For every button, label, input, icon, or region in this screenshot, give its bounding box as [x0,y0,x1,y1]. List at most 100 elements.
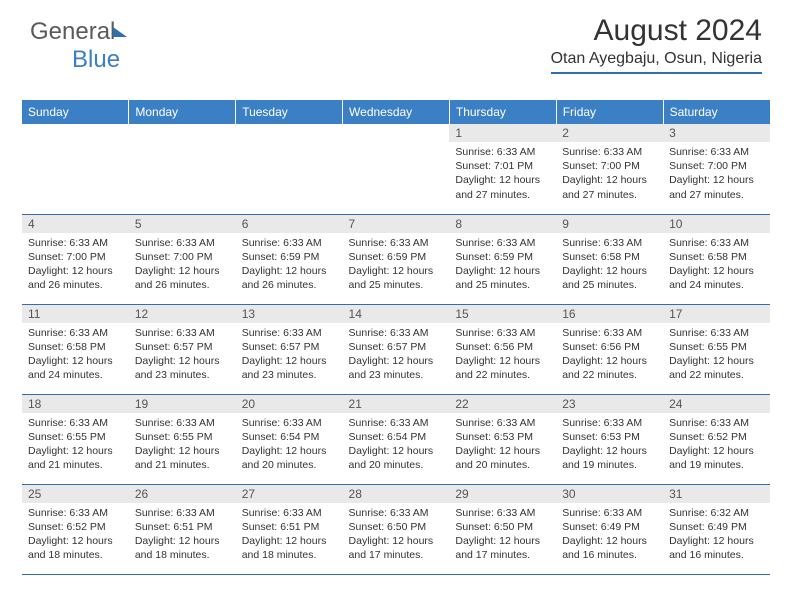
day-number: 10 [663,215,770,233]
day-details: Sunrise: 6:33 AMSunset: 6:57 PMDaylight:… [343,323,450,387]
day-number: 30 [556,485,663,503]
calendar-cell: 15Sunrise: 6:33 AMSunset: 6:56 PMDayligh… [449,304,556,394]
day-number: 4 [22,215,129,233]
weekday-header: Friday [556,100,663,124]
day-number: 31 [663,485,770,503]
location-text: Otan Ayegbaju, Osun, Nigeria [551,50,762,74]
day-details: Sunrise: 6:33 AMSunset: 6:59 PMDaylight:… [449,233,556,297]
day-details: Sunrise: 6:33 AMSunset: 6:51 PMDaylight:… [236,503,343,567]
day-number: 3 [663,124,770,142]
day-details: Sunrise: 6:33 AMSunset: 6:53 PMDaylight:… [556,413,663,477]
day-number: 5 [129,215,236,233]
calendar-cell: 22Sunrise: 6:33 AMSunset: 6:53 PMDayligh… [449,394,556,484]
day-details: Sunrise: 6:33 AMSunset: 7:01 PMDaylight:… [449,142,556,206]
weekday-header-row: Sunday Monday Tuesday Wednesday Thursday… [22,100,770,124]
calendar-cell: 24Sunrise: 6:33 AMSunset: 6:52 PMDayligh… [663,394,770,484]
calendar-cell: 14Sunrise: 6:33 AMSunset: 6:57 PMDayligh… [343,304,450,394]
weekday-header: Monday [129,100,236,124]
calendar-cell: 12Sunrise: 6:33 AMSunset: 6:57 PMDayligh… [129,304,236,394]
calendar-cell: 5Sunrise: 6:33 AMSunset: 7:00 PMDaylight… [129,214,236,304]
logo-icon [113,27,127,37]
day-number: 20 [236,395,343,413]
day-details: Sunrise: 6:33 AMSunset: 6:50 PMDaylight:… [343,503,450,567]
day-details: Sunrise: 6:33 AMSunset: 6:49 PMDaylight:… [556,503,663,567]
day-number: 27 [236,485,343,503]
day-number: 2 [556,124,663,142]
day-number-empty [22,124,129,142]
calendar-cell: 10Sunrise: 6:33 AMSunset: 6:58 PMDayligh… [663,214,770,304]
calendar-row: 1Sunrise: 6:33 AMSunset: 7:01 PMDaylight… [22,124,770,214]
calendar-cell: 6Sunrise: 6:33 AMSunset: 6:59 PMDaylight… [236,214,343,304]
day-number: 16 [556,305,663,323]
day-number: 25 [22,485,129,503]
day-details: Sunrise: 6:33 AMSunset: 6:59 PMDaylight:… [343,233,450,297]
calendar-cell: 18Sunrise: 6:33 AMSunset: 6:55 PMDayligh… [22,394,129,484]
calendar-cell: 20Sunrise: 6:33 AMSunset: 6:54 PMDayligh… [236,394,343,484]
calendar-row: 18Sunrise: 6:33 AMSunset: 6:55 PMDayligh… [22,394,770,484]
day-details: Sunrise: 6:33 AMSunset: 6:59 PMDaylight:… [236,233,343,297]
day-details: Sunrise: 6:33 AMSunset: 6:58 PMDaylight:… [22,323,129,387]
day-details: Sunrise: 6:33 AMSunset: 7:00 PMDaylight:… [129,233,236,297]
day-details: Sunrise: 6:33 AMSunset: 6:53 PMDaylight:… [449,413,556,477]
calendar-cell: 2Sunrise: 6:33 AMSunset: 7:00 PMDaylight… [556,124,663,214]
calendar-row: 11Sunrise: 6:33 AMSunset: 6:58 PMDayligh… [22,304,770,394]
day-details: Sunrise: 6:33 AMSunset: 6:50 PMDaylight:… [449,503,556,567]
day-number: 1 [449,124,556,142]
weekday-header: Saturday [663,100,770,124]
day-number: 26 [129,485,236,503]
calendar-cell: 3Sunrise: 6:33 AMSunset: 7:00 PMDaylight… [663,124,770,214]
day-details: Sunrise: 6:33 AMSunset: 6:52 PMDaylight:… [22,503,129,567]
day-number: 9 [556,215,663,233]
calendar-cell: 25Sunrise: 6:33 AMSunset: 6:52 PMDayligh… [22,484,129,574]
weekday-header: Wednesday [343,100,450,124]
weekday-header: Thursday [449,100,556,124]
calendar-cell [343,124,450,214]
day-details: Sunrise: 6:33 AMSunset: 6:58 PMDaylight:… [556,233,663,297]
calendar-cell: 16Sunrise: 6:33 AMSunset: 6:56 PMDayligh… [556,304,663,394]
calendar-cell: 17Sunrise: 6:33 AMSunset: 6:55 PMDayligh… [663,304,770,394]
day-details: Sunrise: 6:33 AMSunset: 6:54 PMDaylight:… [236,413,343,477]
calendar-cell: 8Sunrise: 6:33 AMSunset: 6:59 PMDaylight… [449,214,556,304]
day-details: Sunrise: 6:33 AMSunset: 6:54 PMDaylight:… [343,413,450,477]
day-number: 21 [343,395,450,413]
day-number: 8 [449,215,556,233]
calendar-cell [129,124,236,214]
calendar-cell: 9Sunrise: 6:33 AMSunset: 6:58 PMDaylight… [556,214,663,304]
day-number: 23 [556,395,663,413]
calendar-cell: 31Sunrise: 6:32 AMSunset: 6:49 PMDayligh… [663,484,770,574]
day-details: Sunrise: 6:33 AMSunset: 6:55 PMDaylight:… [663,323,770,387]
day-number: 24 [663,395,770,413]
day-number: 18 [22,395,129,413]
logo-text-1: General [30,18,115,45]
logo: General Blue [30,18,127,74]
calendar-cell: 1Sunrise: 6:33 AMSunset: 7:01 PMDaylight… [449,124,556,214]
day-details: Sunrise: 6:33 AMSunset: 6:57 PMDaylight:… [236,323,343,387]
day-number-empty [343,124,450,142]
calendar-cell: 27Sunrise: 6:33 AMSunset: 6:51 PMDayligh… [236,484,343,574]
day-number: 17 [663,305,770,323]
header: August 2024 Otan Ayegbaju, Osun, Nigeria [551,14,762,74]
day-details: Sunrise: 6:33 AMSunset: 6:56 PMDaylight:… [556,323,663,387]
calendar-cell [236,124,343,214]
calendar-table: Sunday Monday Tuesday Wednesday Thursday… [22,100,770,575]
calendar-cell: 13Sunrise: 6:33 AMSunset: 6:57 PMDayligh… [236,304,343,394]
day-number: 11 [22,305,129,323]
calendar-row: 4Sunrise: 6:33 AMSunset: 7:00 PMDaylight… [22,214,770,304]
day-number: 19 [129,395,236,413]
calendar-cell: 19Sunrise: 6:33 AMSunset: 6:55 PMDayligh… [129,394,236,484]
day-details: Sunrise: 6:33 AMSunset: 6:56 PMDaylight:… [449,323,556,387]
day-number: 15 [449,305,556,323]
day-details: Sunrise: 6:32 AMSunset: 6:49 PMDaylight:… [663,503,770,567]
calendar-cell: 11Sunrise: 6:33 AMSunset: 6:58 PMDayligh… [22,304,129,394]
day-details: Sunrise: 6:33 AMSunset: 7:00 PMDaylight:… [22,233,129,297]
day-number-empty [236,124,343,142]
weekday-header: Sunday [22,100,129,124]
day-number: 12 [129,305,236,323]
calendar-cell: 21Sunrise: 6:33 AMSunset: 6:54 PMDayligh… [343,394,450,484]
calendar-cell: 23Sunrise: 6:33 AMSunset: 6:53 PMDayligh… [556,394,663,484]
day-number-empty [129,124,236,142]
calendar-cell: 4Sunrise: 6:33 AMSunset: 7:00 PMDaylight… [22,214,129,304]
calendar-row: 25Sunrise: 6:33 AMSunset: 6:52 PMDayligh… [22,484,770,574]
day-details: Sunrise: 6:33 AMSunset: 6:57 PMDaylight:… [129,323,236,387]
calendar-cell: 7Sunrise: 6:33 AMSunset: 6:59 PMDaylight… [343,214,450,304]
